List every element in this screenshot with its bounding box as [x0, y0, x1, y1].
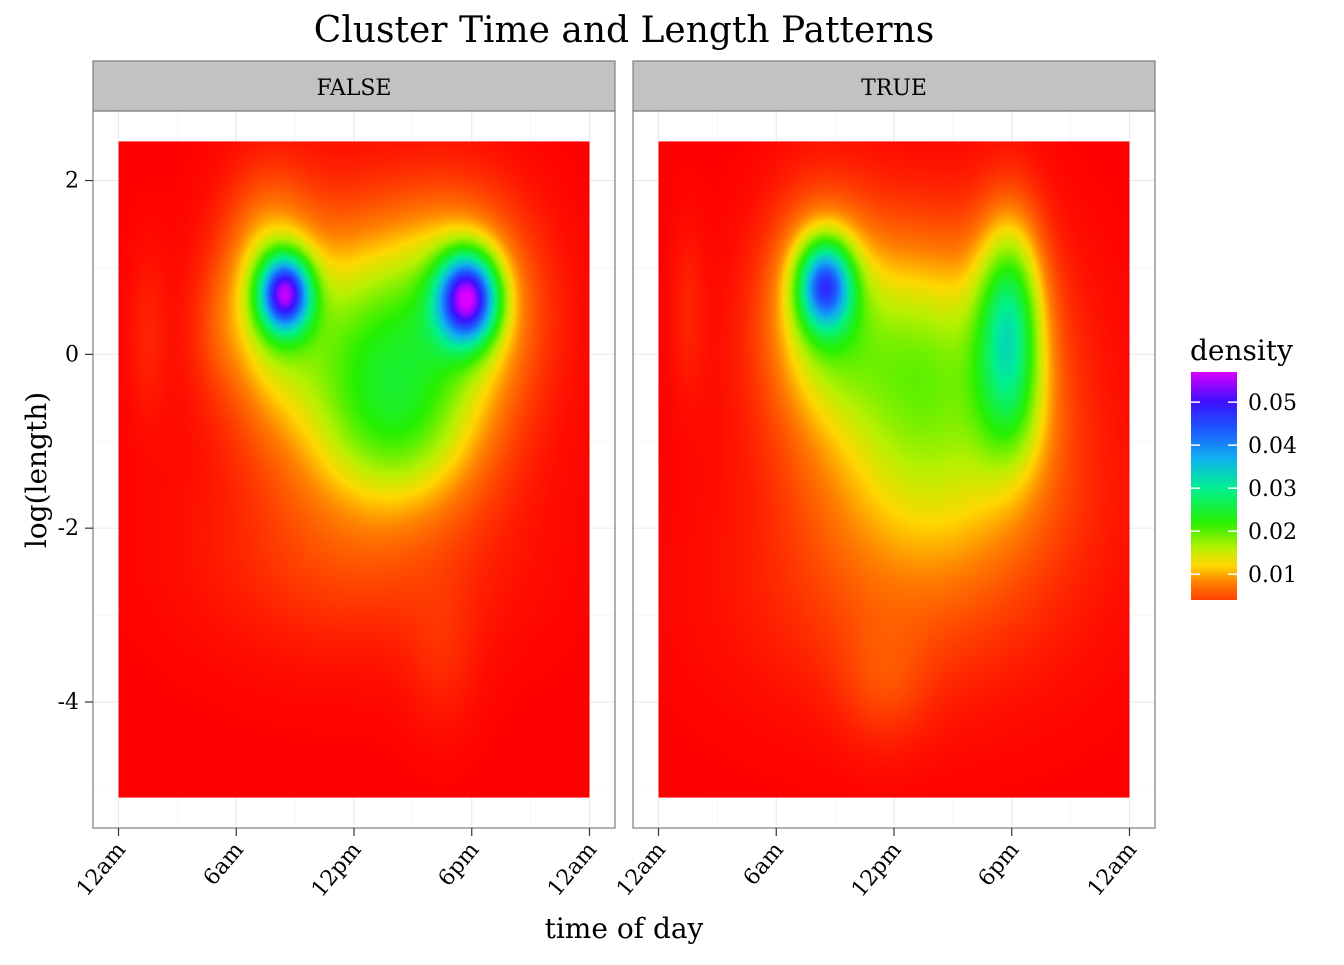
- x-tick-label: 12am: [543, 838, 602, 902]
- y-tick-label: -4: [58, 690, 79, 715]
- y-axis-label: log(length): [20, 392, 53, 548]
- x-tick-label: 12am: [1083, 838, 1142, 902]
- density-heatmap-true: [658, 141, 1130, 798]
- legend-break-label: 0.04: [1248, 434, 1297, 459]
- density-heatmap-false: [118, 141, 590, 798]
- x-tick-label: 6pm: [974, 838, 1025, 892]
- legend-break-label: 0.02: [1248, 520, 1297, 545]
- x-tick-label: 6pm: [434, 838, 485, 892]
- x-axis-label: time of day: [545, 912, 704, 945]
- facet-strip: [92, 60, 616, 112]
- density-legend: density 0.01 0.02 0.03 0.04 0.05: [1190, 334, 1297, 600]
- x-tick-label: 12am: [612, 838, 671, 902]
- facet-panel-false: FALSE 12am 6am 12pm 6pm 12am 2 0 -2 -4: [58, 60, 616, 902]
- x-tick-label: 12am: [72, 838, 131, 902]
- legend-colorbar: [1191, 372, 1237, 600]
- facet-strip-label: TRUE: [861, 76, 927, 101]
- legend-break-label: 0.01: [1248, 563, 1297, 588]
- x-tick-label: 12pm: [847, 838, 907, 902]
- x-tick-label: 6am: [739, 838, 789, 891]
- facet-panels: FALSE 12am 6am 12pm 6pm 12am 2 0 -2 -4 TRUE 12am 6am…: [58, 60, 1156, 902]
- y-tick-label: -2: [58, 516, 79, 541]
- legend-break-label: 0.05: [1248, 391, 1297, 416]
- legend-break-label: 0.03: [1248, 477, 1297, 502]
- x-tick-label: 12pm: [307, 838, 367, 902]
- facet-strip-label: FALSE: [317, 76, 392, 101]
- legend-title: density: [1190, 334, 1293, 367]
- y-tick-label: 0: [65, 342, 79, 367]
- chart-title: Cluster Time and Length Patterns: [314, 10, 934, 51]
- facet-panel-true: TRUE 12am 6am 12pm 6pm 12am: [612, 60, 1156, 902]
- y-tick-label: 2: [65, 169, 79, 194]
- x-tick-label: 6am: [199, 838, 249, 891]
- facet-strip: [632, 60, 1156, 112]
